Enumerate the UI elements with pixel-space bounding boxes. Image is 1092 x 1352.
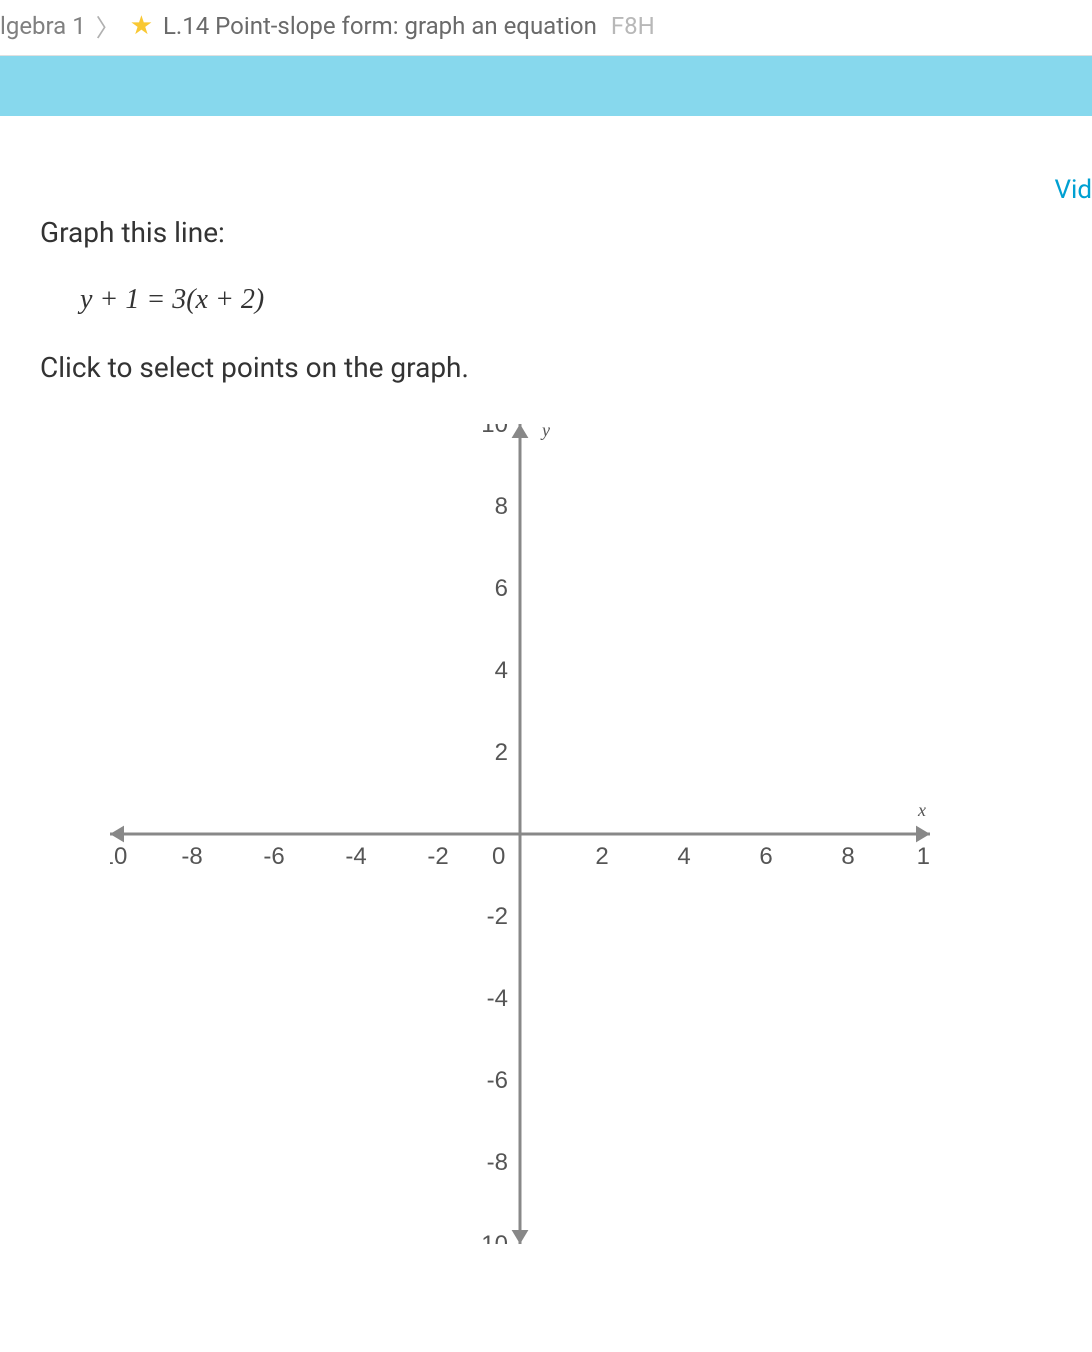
instruction-text: Graph this line: (40, 216, 1052, 249)
y-tick-label: -8 (487, 1149, 508, 1176)
x-tick-label: 10 (917, 843, 930, 870)
y-tick-label: 6 (495, 575, 508, 602)
y-tick-label: 4 (495, 657, 508, 684)
y-tick-label: 2 (495, 739, 508, 766)
x-tick-label: -6 (263, 843, 284, 870)
x-tick-label: -10 (110, 843, 127, 870)
sub-instruction-text: Click to select points on the graph. (40, 351, 1052, 384)
breadcrumb: lgebra 1 〉 ★ L.14 Point-slope form: grap… (0, 0, 1092, 56)
coordinate-grid[interactable]: -10 -8 -6 -4 -2 0 2 4 6 8 10 10 8 6 4 2 -2 -4 -6 -8 -10 y x (110, 424, 930, 1244)
x-axis-label: x (917, 800, 926, 820)
y-tick-label: -4 (487, 985, 508, 1012)
y-tick-label: 10 (481, 424, 508, 438)
breadcrumb-course[interactable]: lgebra 1 (0, 12, 86, 40)
breadcrumb-code: F8H (611, 12, 655, 40)
y-tick-label: 8 (495, 493, 508, 520)
content-area: Graph this line: y + 1 = 3(x + 2) Click … (0, 116, 1092, 1248)
x-tick-label: 0 (492, 843, 505, 870)
chevron-right-icon: 〉 (96, 8, 120, 43)
breadcrumb-lesson[interactable]: L.14 Point-slope form: graph an equation (163, 12, 597, 40)
x-tick-label: 8 (841, 843, 854, 870)
star-icon[interactable]: ★ (130, 11, 153, 41)
x-tick-label: 6 (759, 843, 772, 870)
x-tick-label: -8 (181, 843, 202, 870)
banner (0, 56, 1092, 116)
y-tick-label: -10 (473, 1231, 508, 1244)
y-tick-label: -2 (487, 903, 508, 930)
x-tick-label: 4 (677, 843, 690, 870)
video-link[interactable]: Vid (1054, 175, 1092, 205)
y-axis-label: y (540, 424, 550, 440)
equation-text: y + 1 = 3(x + 2) (80, 284, 1052, 316)
x-tick-label: -4 (345, 843, 366, 870)
y-tick-label: -6 (487, 1067, 508, 1094)
x-tick-label: 2 (595, 843, 608, 870)
x-tick-label: -2 (427, 843, 448, 870)
